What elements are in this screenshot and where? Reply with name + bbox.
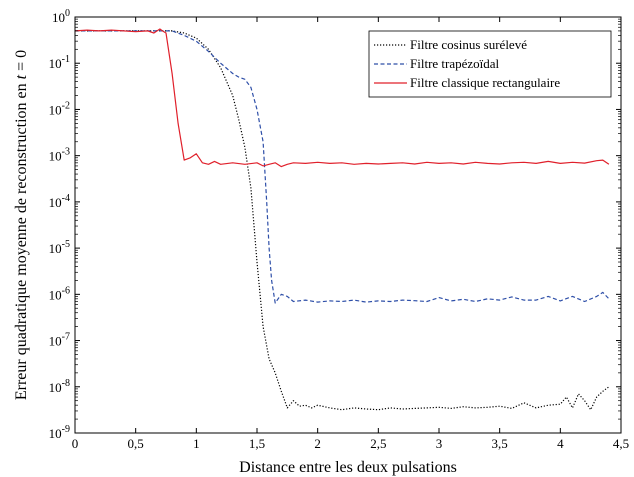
- y-tick-label: 10-2: [49, 100, 70, 117]
- series-layer: [74, 28, 610, 411]
- axis-layer: 0 0,5 1 1,5 2 2,5 3 3,5 4 4,5 10-9 10-8 10-7 10-6 10-5…: [49, 8, 629, 451]
- x-tick-label: 3,5: [492, 436, 508, 451]
- legend-label-rectangulaire: Filtre classique rectangulaire: [410, 75, 560, 90]
- y-axis-title-part2: = 0: [13, 50, 30, 75]
- y-tick-label: 100: [52, 8, 70, 25]
- x-tick-label: 0: [72, 436, 79, 451]
- y-tick-label: 10-6: [49, 285, 70, 302]
- x-tick-label: 2,5: [370, 436, 386, 451]
- legend: Filtre cosinus surélevé Filtre trapézoïd…: [368, 30, 612, 98]
- x-tick-label: 0,5: [128, 436, 144, 451]
- y-axis-title-part1: Erreur quadratique moyenne de reconstruc…: [13, 79, 30, 400]
- legend-label-cosinus: Filtre cosinus surélevé: [410, 37, 527, 52]
- x-tick-label: 1: [193, 436, 200, 451]
- plot-frame: [74, 16, 622, 434]
- y-axis-title-var: t: [13, 74, 30, 79]
- x-tick-label: 3: [436, 436, 443, 451]
- y-tick-label: 10-1: [49, 54, 70, 71]
- y-tick-label: 10-3: [49, 147, 70, 164]
- series-line-trapezoidal: [75, 30, 610, 304]
- legend-label-trapezoidal: Filtre trapézoïdal: [410, 56, 500, 71]
- x-tick-label: 2: [314, 436, 321, 451]
- y-axis-title: Erreur quadratique moyenne de reconstruc…: [13, 50, 30, 400]
- series-line-rectangulaire: [74, 28, 610, 168]
- x-tick-label: 1,5: [249, 436, 265, 451]
- x-axis-title: Distance entre les deux pulsations: [239, 459, 457, 476]
- x-tick-label: 4: [557, 436, 564, 451]
- y-tick-label: 10-7: [49, 332, 70, 349]
- x-tick-label: 4,5: [613, 436, 629, 451]
- legend-box: [368, 30, 612, 98]
- y-tick-label: 10-8: [49, 378, 70, 395]
- y-tick-label: 10-4: [49, 193, 70, 210]
- y-tick-label: 10-5: [49, 239, 70, 256]
- y-tick-label: 10-9: [49, 424, 70, 441]
